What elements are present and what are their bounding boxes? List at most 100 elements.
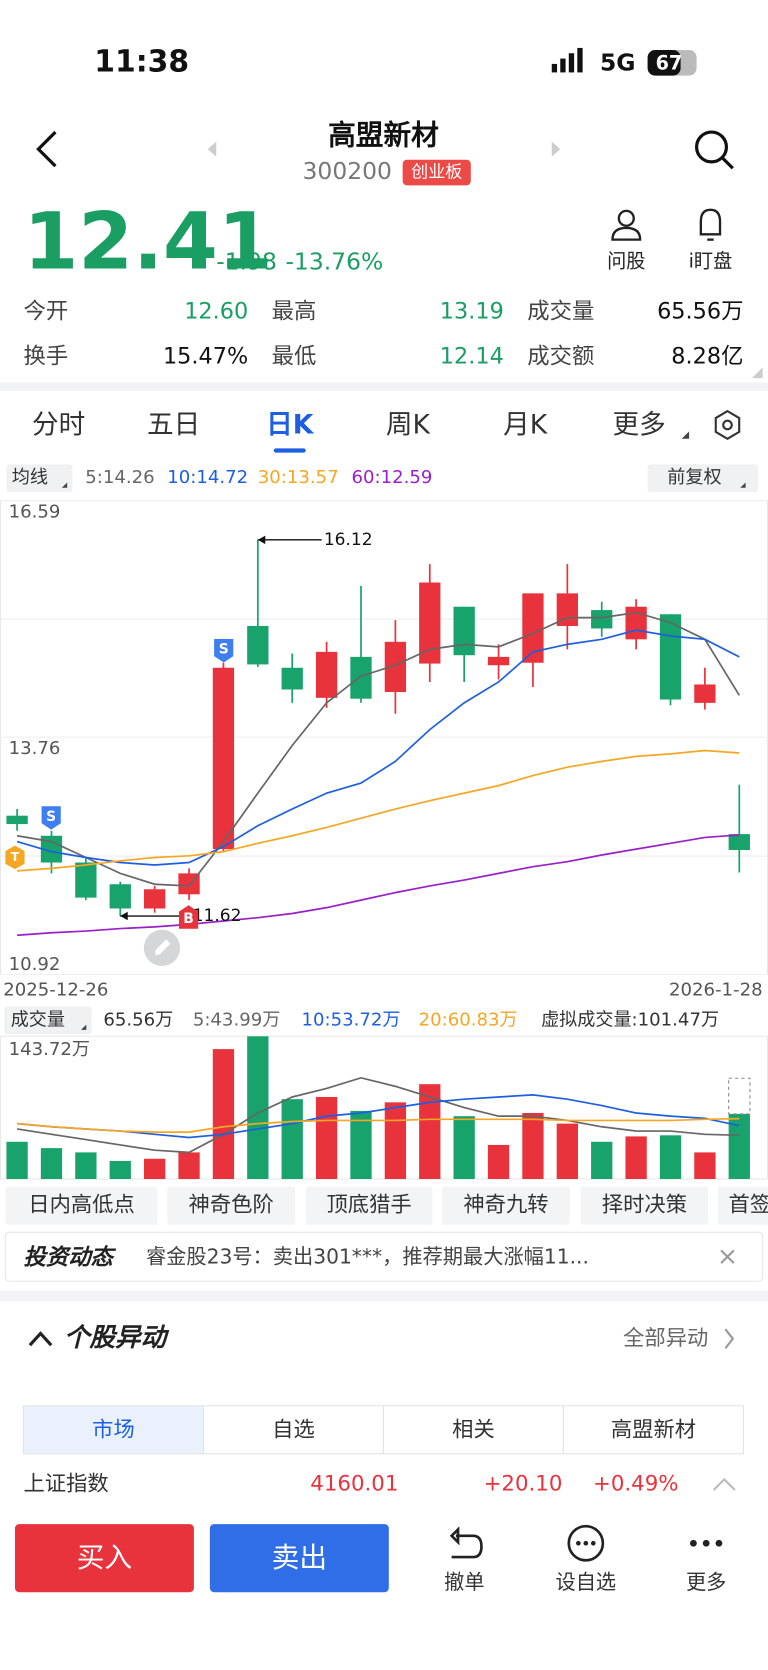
stock-name: 高盟新材	[328, 118, 439, 151]
period-tab[interactable]: 周K	[386, 410, 432, 441]
volume-dropdown	[80, 1024, 87, 1030]
sell-button[interactable]	[209, 1524, 389, 1593]
indicator-label[interactable]: 顶底猎手	[326, 1193, 411, 1218]
candle-body	[350, 656, 372, 699]
ask-label[interactable]: 问股	[607, 250, 645, 273]
row-chevron[interactable]	[712, 1477, 736, 1491]
back-button[interactable]	[36, 130, 57, 168]
price-change: -1.98	[216, 248, 277, 276]
search-button[interactable]	[694, 130, 734, 170]
candle-body	[591, 610, 613, 629]
buy-button[interactable]	[14, 1524, 194, 1593]
volume-bar	[556, 1123, 578, 1180]
prev-stock[interactable]	[207, 141, 217, 157]
more-icon[interactable]	[689, 1539, 723, 1547]
ma-label[interactable]: 均线	[12, 467, 48, 488]
news-close[interactable]	[720, 1249, 735, 1264]
stat-value: 65.56万	[657, 299, 743, 325]
volume-bar	[453, 1116, 475, 1180]
watch-add-label[interactable]: 设自选	[555, 1570, 616, 1594]
movement-tab-label[interactable]: 高盟新材	[611, 1417, 696, 1442]
volume-title[interactable]: 成交量	[11, 1009, 65, 1030]
candle-body	[212, 667, 235, 850]
cancel-label[interactable]: 撤单	[444, 1570, 484, 1594]
news-text[interactable]: 睿金股23号：卖出301***，推荐期最大涨幅11...	[146, 1244, 589, 1268]
ma-button[interactable]	[6, 464, 73, 493]
movement-tab[interactable]	[202, 1405, 384, 1455]
volume-bar	[178, 1152, 200, 1180]
volume-bar	[109, 1160, 131, 1180]
watch-label[interactable]: i盯盘	[689, 250, 733, 273]
ma-line	[17, 1117, 740, 1133]
movement-tab-label[interactable]: 相关	[452, 1417, 495, 1442]
index-change: +20.10	[484, 1472, 563, 1497]
period-tab[interactable]: 更多	[612, 410, 665, 441]
movement-tab[interactable]	[562, 1405, 744, 1455]
indicator-row: 日内高低点 神奇色阶 顶底猎手 神奇九转 择时决策 首签	[5, 1186, 768, 1225]
cancel-icon[interactable]	[449, 1526, 483, 1559]
period-tab[interactable]: 日K	[266, 410, 315, 441]
volume-legend-item: 5:43.99万	[193, 1009, 281, 1030]
news-box[interactable]	[4, 1231, 764, 1282]
volume-bar	[281, 1099, 303, 1180]
price: 12.41	[23, 196, 272, 288]
movement-tab-label[interactable]: 自选	[272, 1417, 315, 1442]
ma-legend-item: 10:14.72	[167, 467, 248, 488]
ma-line	[17, 1094, 740, 1139]
volume-button[interactable]	[4, 1006, 92, 1035]
indicator-label[interactable]: 日内高低点	[28, 1193, 135, 1218]
period-tabs: 分时 五日 日K 周K 月K 更多	[32, 410, 690, 453]
adjust-button[interactable]	[647, 464, 759, 493]
sell-label[interactable]: 卖出	[272, 1541, 327, 1574]
candle-body	[109, 884, 131, 909]
x-tick-label: 2025-12-26	[3, 979, 108, 1000]
indicator-label[interactable]: 神奇九转	[463, 1193, 548, 1218]
next-stock[interactable]	[551, 141, 561, 157]
indicator-label[interactable]: 首签	[729, 1193, 768, 1218]
draw-tool-icon	[155, 939, 171, 956]
movement-tab[interactable]	[382, 1405, 564, 1455]
marker-text: B	[183, 911, 194, 927]
indicator-label[interactable]: 神奇色阶	[189, 1193, 274, 1218]
candle-body	[6, 815, 28, 825]
buy-label[interactable]: 买入	[77, 1541, 132, 1574]
price-chart: 16.59 13.76 10.92 2025-12-26 2026-1-28 16.12 1…	[0, 500, 768, 1000]
adjust-label[interactable]: 前复权	[667, 467, 721, 488]
collapse-icon[interactable]	[28, 1331, 53, 1347]
movement-tab-label[interactable]: 市场	[92, 1417, 135, 1442]
indicator-chip[interactable]	[717, 1186, 768, 1225]
candle-body	[384, 641, 407, 692]
volume-bar	[350, 1110, 372, 1180]
indicator-chip[interactable]	[442, 1186, 570, 1225]
period-tab[interactable]: 分时	[32, 410, 85, 441]
board-badge	[402, 159, 471, 186]
indicator-chip[interactable]	[580, 1186, 709, 1225]
settings-button[interactable]	[714, 409, 741, 441]
virtual-volume-label: 虚拟成交量:101.47万	[541, 1009, 719, 1030]
period-tab[interactable]: 五日	[147, 410, 200, 441]
indicator-chip[interactable]	[167, 1186, 296, 1225]
period-tab[interactable]: 月K	[503, 410, 549, 441]
candle-body	[144, 889, 166, 909]
stat-value: 8.28亿	[671, 343, 743, 369]
ma-line	[17, 749, 740, 872]
watch-add-icon[interactable]	[567, 1524, 605, 1562]
annotation-arrow	[257, 535, 266, 545]
status-time: 11:38	[94, 44, 189, 79]
separator	[0, 1290, 768, 1302]
movement-tab[interactable]	[22, 1405, 205, 1455]
candle-body	[728, 834, 750, 850]
indicator-chip[interactable]	[305, 1186, 433, 1225]
candle-body	[281, 667, 303, 690]
movement-title: 个股异动	[64, 1323, 170, 1353]
movement-more[interactable]: 全部异动	[623, 1326, 708, 1351]
more-label[interactable]: 更多	[686, 1570, 726, 1594]
indicator-chip[interactable]	[5, 1186, 158, 1225]
watch-icon[interactable]	[699, 208, 722, 241]
ask-icon[interactable]	[611, 209, 642, 241]
indicator-label[interactable]: 择时决策	[602, 1193, 687, 1218]
volume-legend-item: 20:60.83万	[419, 1009, 518, 1030]
marker-text: S	[46, 809, 56, 825]
signal-icon	[551, 47, 583, 73]
